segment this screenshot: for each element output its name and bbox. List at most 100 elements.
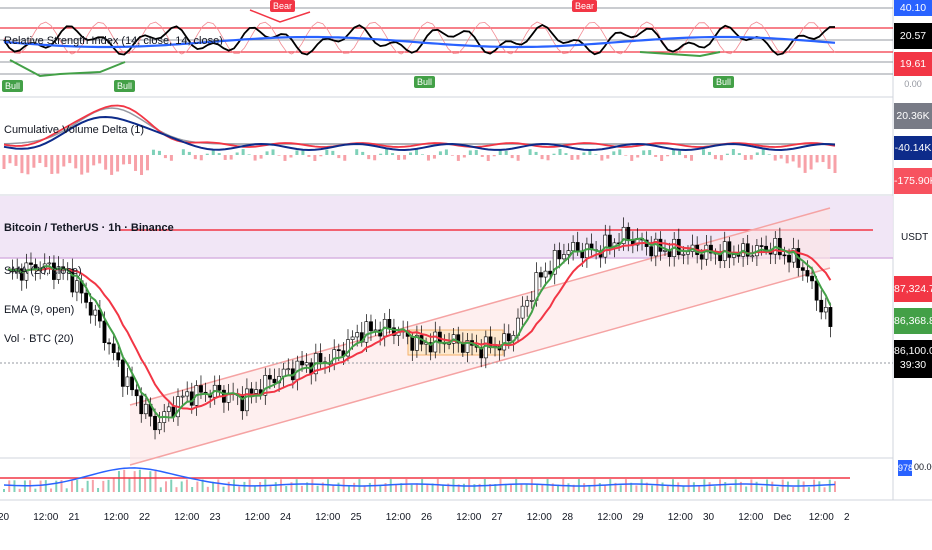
candle-body — [318, 353, 323, 363]
volume-bar — [306, 482, 309, 492]
time-axis-label: 12:00 — [738, 512, 764, 523]
volume-bar — [368, 482, 371, 492]
candle-body — [249, 388, 254, 394]
candle-body — [369, 321, 373, 332]
cvd-bar — [648, 150, 652, 155]
cvd-bar — [767, 154, 771, 155]
candle-body — [70, 268, 75, 293]
volume-bar — [766, 479, 769, 492]
volume-bar — [745, 486, 748, 492]
volume-bar — [144, 477, 147, 492]
currency-label[interactable]: USDT — [901, 232, 929, 243]
candle-body — [332, 349, 337, 365]
candle-body — [800, 267, 805, 271]
volume-bar — [462, 483, 465, 492]
volume-bar — [635, 485, 638, 492]
volume-bar — [196, 481, 199, 492]
candle-body — [272, 378, 277, 384]
cvd-bar — [116, 155, 120, 172]
cvd-bar — [373, 155, 377, 161]
candle-body — [575, 242, 580, 252]
volume-bar — [394, 484, 397, 492]
cvd-bar — [289, 155, 293, 158]
legend-sma[interactable]: SMA (20, close) — [4, 265, 82, 277]
cvd-bar — [271, 149, 275, 155]
candle-body — [157, 422, 162, 431]
legend-volume[interactable]: Vol · BTC (20) — [4, 333, 74, 345]
cvd-bar — [140, 155, 144, 175]
cvd-bar — [122, 155, 126, 165]
candle-body — [709, 244, 713, 254]
volume-bar — [285, 486, 288, 492]
legend-ema[interactable]: EMA (9, open) — [4, 304, 75, 316]
cvd-bar — [385, 149, 389, 155]
volume-bar — [489, 484, 492, 492]
bull-signal-badge: Bull — [414, 76, 436, 88]
volume-bar — [290, 482, 293, 492]
time-axis-label: 12:00 — [174, 512, 200, 523]
volume-bar — [828, 479, 831, 492]
volume-bar — [624, 479, 627, 492]
cvd-bar — [14, 155, 18, 166]
candle-body — [355, 332, 360, 338]
candle-body — [56, 266, 61, 280]
volume-bar — [630, 482, 633, 492]
volume-bar — [415, 483, 418, 492]
candle-body — [539, 272, 543, 278]
cvd-bar — [151, 149, 155, 155]
cvd-bar — [74, 155, 78, 169]
cvd-bar — [438, 151, 442, 155]
volume-bar — [102, 480, 105, 492]
cvd-bar — [229, 155, 233, 160]
candle-body — [29, 262, 33, 265]
cvd-bar — [654, 155, 658, 157]
candle-body — [782, 254, 787, 257]
time-axis-label: 22 — [139, 512, 151, 523]
volume-bar — [138, 469, 141, 492]
volume-bar — [677, 482, 680, 492]
cvd-bar — [666, 155, 670, 157]
volume-bar — [18, 488, 21, 492]
cvd-bar — [678, 150, 682, 155]
volume-pane — [0, 467, 850, 492]
volume-bar — [645, 482, 648, 492]
cvd-bar — [660, 155, 664, 161]
candle-body — [653, 238, 658, 257]
volume-bar — [739, 481, 742, 492]
time-axis-label: 12:00 — [667, 512, 693, 523]
volume-bar — [823, 487, 826, 492]
candle-body — [180, 395, 185, 398]
volume-bar — [457, 484, 460, 492]
cvd-bar — [755, 152, 759, 155]
cvd-bar — [199, 155, 203, 161]
candle-body — [787, 254, 791, 263]
cvd-bar — [462, 155, 466, 158]
volume-bar — [421, 479, 424, 492]
time-axis-label: 29 — [632, 512, 644, 523]
cvd-bar — [295, 150, 299, 155]
cvd-bar — [337, 155, 341, 159]
candle-body — [245, 388, 249, 412]
rsi-pane — [0, 7, 893, 78]
time-axis-label: 26 — [421, 512, 433, 523]
time-axis-label: 12:00 — [526, 512, 552, 523]
candle-body — [777, 238, 782, 256]
candle-body — [84, 292, 89, 303]
time-axis-label: 20 — [0, 512, 10, 523]
candle-body — [506, 333, 511, 342]
symbol-title[interactable]: Bitcoin / TetherUS · 1h · Binance — [4, 222, 174, 234]
cvd-bar — [169, 155, 173, 161]
volume-bar — [76, 479, 79, 492]
cvd-bar — [600, 155, 604, 161]
candle-body — [410, 336, 415, 351]
volume-bar — [442, 484, 445, 492]
volume-bar — [149, 471, 152, 492]
cvd-bar — [791, 155, 795, 162]
cvd-bar — [636, 155, 640, 158]
volume-bar — [269, 486, 272, 492]
volume-bar — [426, 484, 429, 492]
cvd-bar — [110, 155, 114, 175]
volume-bar — [572, 484, 575, 492]
cvd-bar — [486, 155, 490, 161]
